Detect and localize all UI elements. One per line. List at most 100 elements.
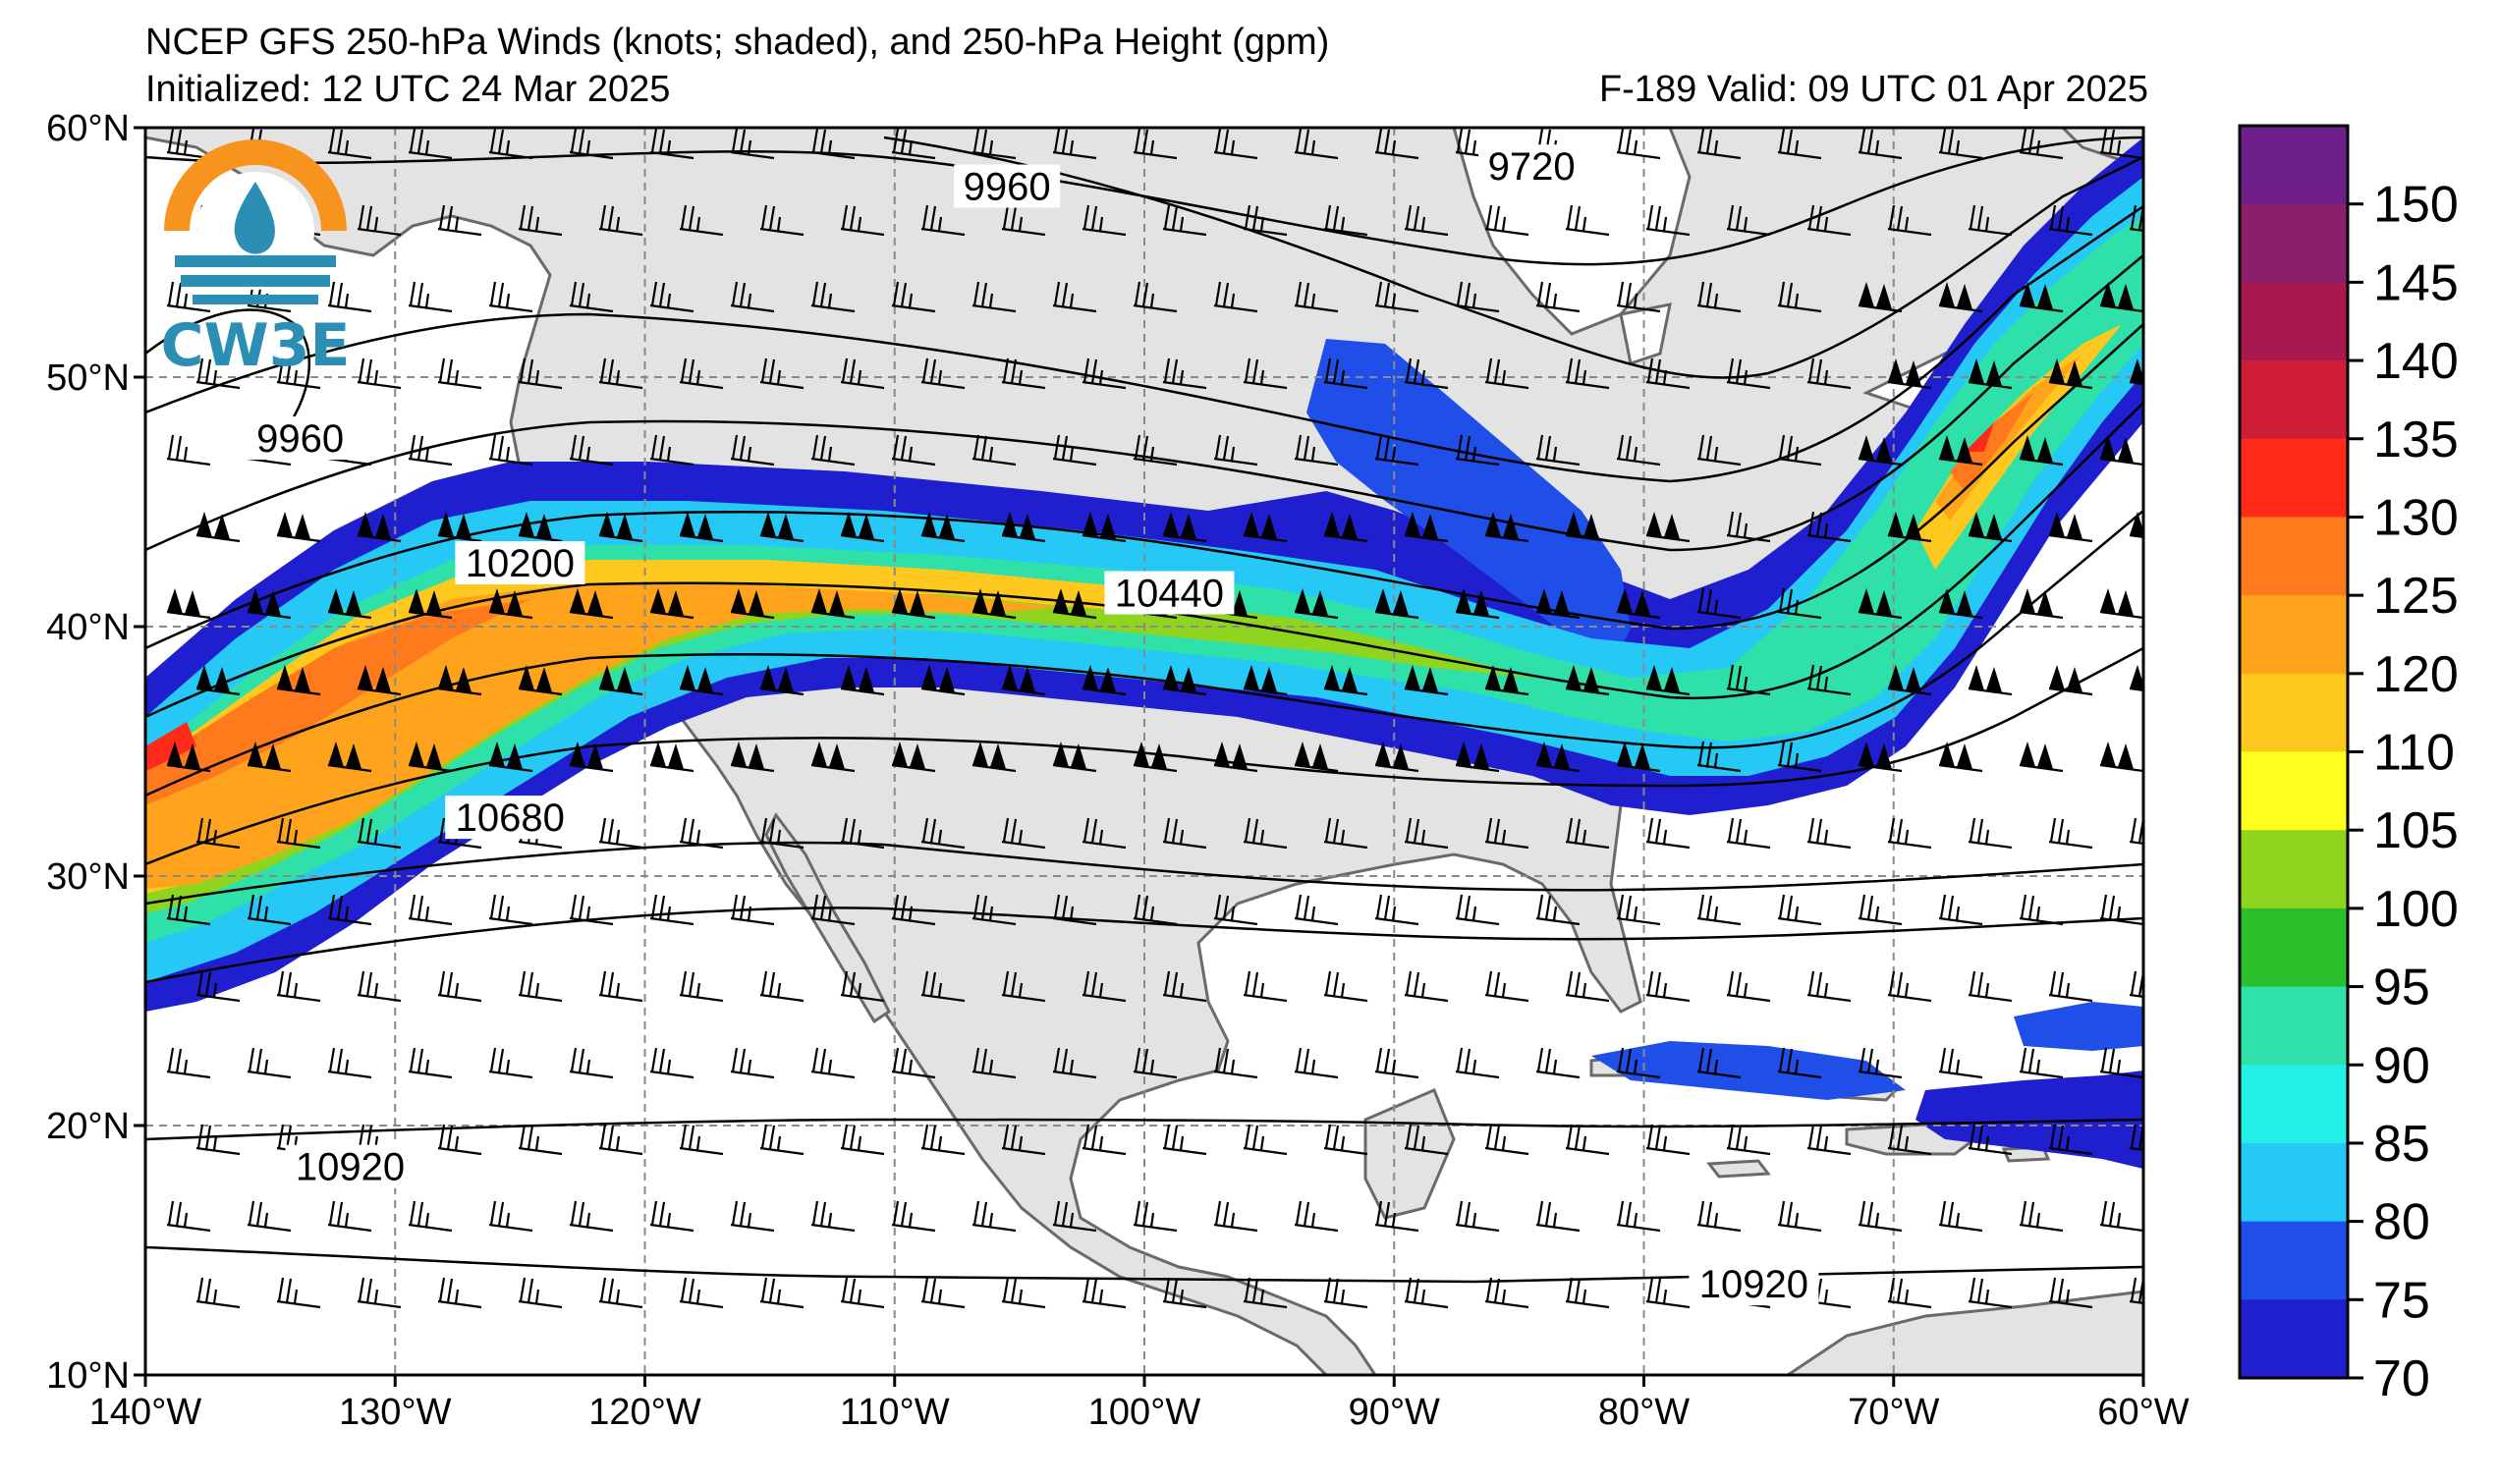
contour-line bbox=[145, 841, 2143, 906]
wind-barb bbox=[166, 588, 211, 620]
logo-wave-1 bbox=[175, 255, 336, 267]
colorbar-tick-label: 85 bbox=[2373, 1116, 2430, 1173]
wind-barb bbox=[1938, 894, 1983, 926]
contour-line bbox=[145, 308, 310, 443]
colorbar-segment bbox=[2240, 595, 2348, 675]
wind-barb bbox=[1887, 512, 1932, 543]
wind-barb bbox=[1082, 970, 1127, 1003]
latitude-axis: 60°N 50°N 40°N 30°N 20°N 10°N bbox=[46, 108, 145, 1397]
wind-barb bbox=[1777, 1047, 1822, 1079]
jet-130kt bbox=[145, 722, 196, 771]
wind-barb bbox=[1565, 817, 1610, 850]
contour-label: 9720 bbox=[1488, 145, 1576, 189]
wind-barb bbox=[1968, 1124, 2013, 1156]
wind-barb bbox=[357, 204, 402, 237]
wind-barb bbox=[1404, 204, 1449, 237]
wind-barb bbox=[357, 665, 402, 696]
wind-barb bbox=[1645, 1277, 1691, 1309]
wind-barb bbox=[1777, 434, 1822, 467]
wind-barb bbox=[166, 434, 211, 467]
wind-barb bbox=[1696, 281, 1742, 313]
colorbar-tick-label: 130 bbox=[2373, 489, 2459, 546]
colorbar-segment bbox=[2240, 1142, 2348, 1223]
wind-barb bbox=[730, 894, 775, 926]
wind-barb bbox=[1243, 357, 1288, 390]
contour-label-bg bbox=[1478, 144, 1585, 189]
colorbar-tick-label: 90 bbox=[2373, 1037, 2430, 1094]
wind-barb bbox=[2129, 665, 2143, 692]
wind-barb bbox=[2048, 665, 2093, 696]
wind-barb bbox=[1484, 357, 1529, 390]
wind-barb bbox=[1968, 512, 2013, 543]
wind-barb bbox=[1213, 1047, 1258, 1079]
colorbar-segment bbox=[2240, 986, 2348, 1066]
colorbar-tick-label: 145 bbox=[2373, 254, 2459, 311]
wind-barb bbox=[1645, 1124, 1691, 1156]
lat-tick-label: 60°N bbox=[46, 108, 130, 149]
wind-barb bbox=[840, 817, 885, 850]
wind-barb bbox=[1052, 742, 1097, 773]
wind-barb bbox=[920, 357, 966, 390]
jet-east-130kt bbox=[1965, 422, 1994, 452]
jet-lake-arm bbox=[1306, 339, 1631, 668]
wind-barb bbox=[1565, 665, 1610, 696]
colorbar-tick-label: 100 bbox=[2373, 881, 2459, 938]
wind-barb bbox=[1052, 588, 1097, 620]
contour-label-bg bbox=[1689, 1262, 1819, 1306]
wind-barb bbox=[1806, 970, 1852, 1003]
wind-barb bbox=[1806, 511, 1852, 543]
wind-barb bbox=[1887, 358, 1932, 390]
wind-barb bbox=[1938, 282, 1983, 313]
wind-barb bbox=[1323, 1277, 1368, 1309]
wind-barb bbox=[679, 357, 724, 390]
wind-barb bbox=[437, 970, 482, 1003]
wind-barb bbox=[1162, 817, 1207, 850]
wind-barb bbox=[971, 588, 1017, 620]
wind-barb bbox=[1455, 128, 1500, 160]
wind-barb bbox=[730, 742, 775, 773]
lat-tick-label: 30°N bbox=[46, 856, 130, 898]
wind-barb bbox=[437, 512, 482, 543]
contour-label: 10680 bbox=[456, 797, 565, 840]
wind-barb bbox=[1858, 742, 1903, 773]
colorbar-tick-label: 95 bbox=[2373, 960, 2430, 1017]
wind-barb bbox=[1858, 128, 1903, 160]
wind-barb bbox=[679, 1277, 724, 1309]
wind-barb bbox=[166, 128, 211, 160]
chart-title: NCEP GFS 250-hPa Winds (knots; shaded), … bbox=[145, 22, 1330, 63]
wind-barb bbox=[730, 128, 775, 160]
wind-barb bbox=[247, 742, 292, 773]
wind-barb bbox=[598, 512, 643, 543]
wind-barb bbox=[1858, 894, 1903, 926]
wind-barb bbox=[408, 742, 453, 773]
wind-barb bbox=[1616, 588, 1661, 620]
wind-barb bbox=[1162, 357, 1207, 390]
wind-barb bbox=[920, 1124, 966, 1156]
contour-line bbox=[145, 136, 2143, 266]
lon-tick-label: 80°W bbox=[1598, 1392, 1690, 1433]
wind-barb bbox=[1484, 665, 1529, 696]
wind-barb bbox=[276, 512, 321, 543]
wind-barb bbox=[1616, 281, 1661, 313]
wind-barb bbox=[327, 588, 372, 620]
wind-barb bbox=[488, 281, 533, 313]
wind-barb bbox=[730, 1047, 775, 1079]
wind-barb bbox=[2048, 1124, 2093, 1156]
wind-barb bbox=[488, 128, 533, 160]
wind-barb bbox=[437, 1124, 482, 1156]
wind-barb bbox=[1696, 741, 1742, 773]
wind-barb bbox=[1162, 665, 1207, 696]
wind-barb bbox=[488, 742, 533, 773]
wind-barb bbox=[1243, 204, 1288, 237]
wind-barb bbox=[810, 128, 856, 160]
wind-barb bbox=[649, 1047, 694, 1079]
wind-barb bbox=[1806, 817, 1852, 850]
wind-barb bbox=[759, 357, 805, 390]
wind-barb bbox=[1887, 665, 1932, 696]
logo-text: CW3E bbox=[161, 311, 351, 380]
lon-tick-label: 120°W bbox=[588, 1392, 701, 1433]
wind-barb bbox=[195, 512, 241, 543]
wind-barb bbox=[1565, 204, 1610, 237]
wind-barb bbox=[1404, 970, 1449, 1003]
wind-barb bbox=[408, 128, 453, 160]
